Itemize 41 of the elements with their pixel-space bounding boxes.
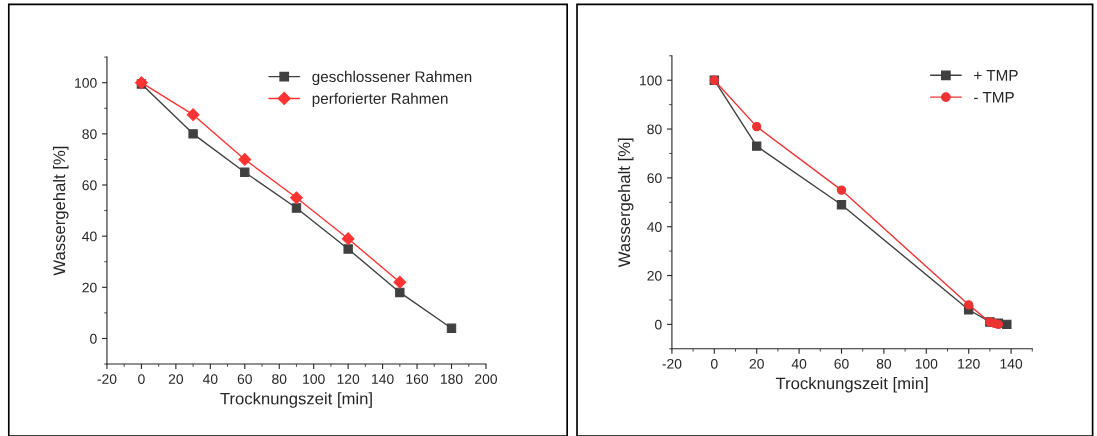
y-tick-label: 100 (75, 78, 97, 88)
x-tick-label: 180 (440, 374, 463, 384)
x-tick-label: -20 (97, 374, 117, 384)
legend-label: perforierter Rahmen (312, 92, 448, 107)
x-tick-label: 60 (834, 358, 849, 369)
y-tick-label: 40 (82, 231, 97, 242)
x-tick-label: 100 (915, 358, 938, 369)
x-tick-label: 40 (791, 358, 807, 369)
y-axis-title: Wassergehalt [%] (52, 146, 69, 276)
x-tick-label: 0 (710, 358, 718, 369)
x-tick-label: 60 (237, 374, 252, 384)
x-tick-label: 80 (876, 358, 892, 369)
x-axis-title: Trocknungszeit [min] (775, 377, 928, 393)
y-tick-label: 40 (647, 222, 662, 232)
x-axis-title: Trocknungszeit [min] (220, 392, 372, 408)
y-axis-title: Wassergehalt [%] (617, 138, 634, 268)
y-tick-label: 60 (82, 180, 97, 191)
y-tick-label: 20 (82, 282, 97, 293)
x-tick-label: 140 (372, 374, 394, 384)
x-tick-label: 20 (749, 358, 764, 369)
x-tick-label: 100 (303, 374, 325, 384)
x-tick-label: 200 (475, 374, 498, 384)
y-tick-label: 60 (647, 173, 662, 184)
x-tick-label: 80 (272, 374, 287, 384)
legend-label: + TMP (974, 70, 1018, 81)
x-tick-label: 120 (958, 358, 980, 369)
legend-label: - TMP (974, 92, 1014, 103)
y-tick-label: 20 (647, 270, 662, 281)
y-tick-label: 0 (655, 319, 662, 330)
x-tick-label: 40 (202, 374, 218, 384)
y-tick-label: 0 (90, 333, 97, 344)
x-tick-label: 20 (168, 374, 184, 384)
x-tick-label: 0 (138, 374, 145, 384)
x-tick-label: 140 (1000, 358, 1023, 369)
y-tick-label: 80 (82, 129, 97, 140)
x-tick-label: 120 (337, 374, 360, 384)
y-tick-label: 100 (640, 75, 662, 86)
y-tick-label: 80 (647, 124, 662, 135)
legend-label: geschlossener Rahmen (312, 70, 472, 86)
x-tick-label: -20 (662, 358, 682, 369)
x-tick-label: 160 (406, 374, 429, 384)
